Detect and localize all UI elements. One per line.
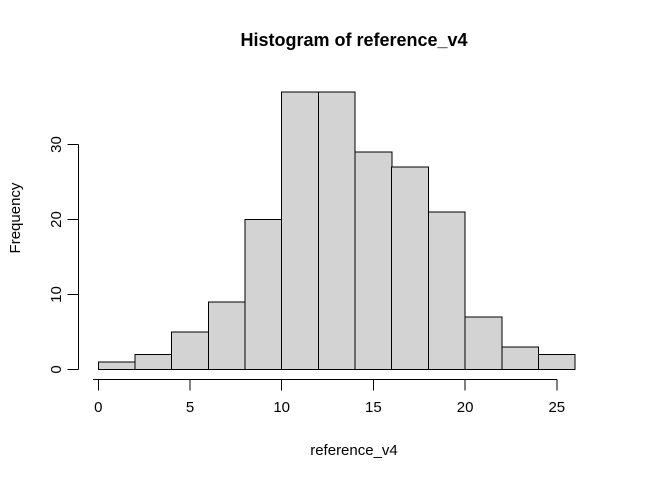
y-axis-tick-label: 20 (48, 211, 65, 228)
histogram-bar (244, 219, 283, 370)
y-axis-tick-label: 30 (48, 136, 65, 153)
x-axis-tick-label: 25 (548, 399, 565, 416)
axes-group: 0 5 10 15 20 25 0 10 20 30 (48, 136, 565, 416)
histogram-bar (134, 354, 173, 370)
y-axis-tick-label: 0 (48, 365, 65, 373)
y-axis-tick-label: 10 (48, 286, 65, 303)
y-axis-label: Frequency (7, 182, 24, 253)
x-axis-tick-label: 20 (457, 399, 474, 416)
histogram-bars-group (97, 91, 576, 370)
x-axis-tick-label: 5 (186, 399, 194, 416)
histogram-bar (317, 91, 356, 370)
histogram-bar (464, 316, 503, 370)
histogram-bar (538, 354, 576, 370)
x-axis-label: reference_v4 (310, 442, 398, 459)
histogram-bar (391, 166, 429, 370)
x-axis-tick-label: 0 (94, 399, 102, 416)
x-axis-tick-label: 15 (365, 399, 382, 416)
histogram-bar (171, 331, 209, 370)
chart-title: Histogram of reference_v4 (240, 30, 467, 50)
x-axis-tick-label: 10 (273, 399, 290, 416)
histogram-bar (501, 346, 539, 370)
histogram-bar (207, 301, 246, 370)
histogram-bar (354, 151, 393, 370)
histogram-bar (97, 361, 136, 370)
histogram-bar (281, 91, 319, 370)
histogram-bar (427, 211, 466, 370)
